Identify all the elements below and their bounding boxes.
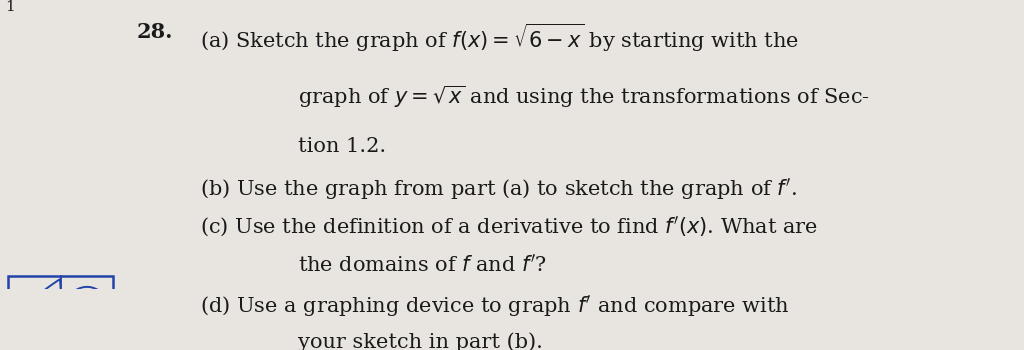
Text: (b) Use the graph from part (a) to sketch the graph of $f'$.: (b) Use the graph from part (a) to sketc…	[201, 176, 798, 202]
Text: 28.: 28.	[136, 22, 173, 42]
Text: (a) Sketch the graph of $f(x) = \sqrt{6-x}$ by starting with the: (a) Sketch the graph of $f(x) = \sqrt{6-…	[201, 22, 799, 54]
Text: graph of $y = \sqrt{x}$ and using the transformations of Sec-: graph of $y = \sqrt{x}$ and using the tr…	[298, 84, 870, 110]
Text: 1: 1	[5, 0, 14, 14]
Text: the domains of $f$ and $f'$?: the domains of $f$ and $f'$?	[298, 253, 547, 275]
FancyBboxPatch shape	[8, 276, 114, 349]
Text: (c) Use the definition of a derivative to find $f'(x)$. What are: (c) Use the definition of a derivative t…	[201, 214, 818, 239]
Text: tion 1.2.: tion 1.2.	[298, 137, 386, 156]
Text: your sketch in part (b).: your sketch in part (b).	[298, 332, 544, 350]
Text: (d) Use a graphing device to graph $f'$ and compare with: (d) Use a graphing device to graph $f'$ …	[201, 293, 790, 319]
